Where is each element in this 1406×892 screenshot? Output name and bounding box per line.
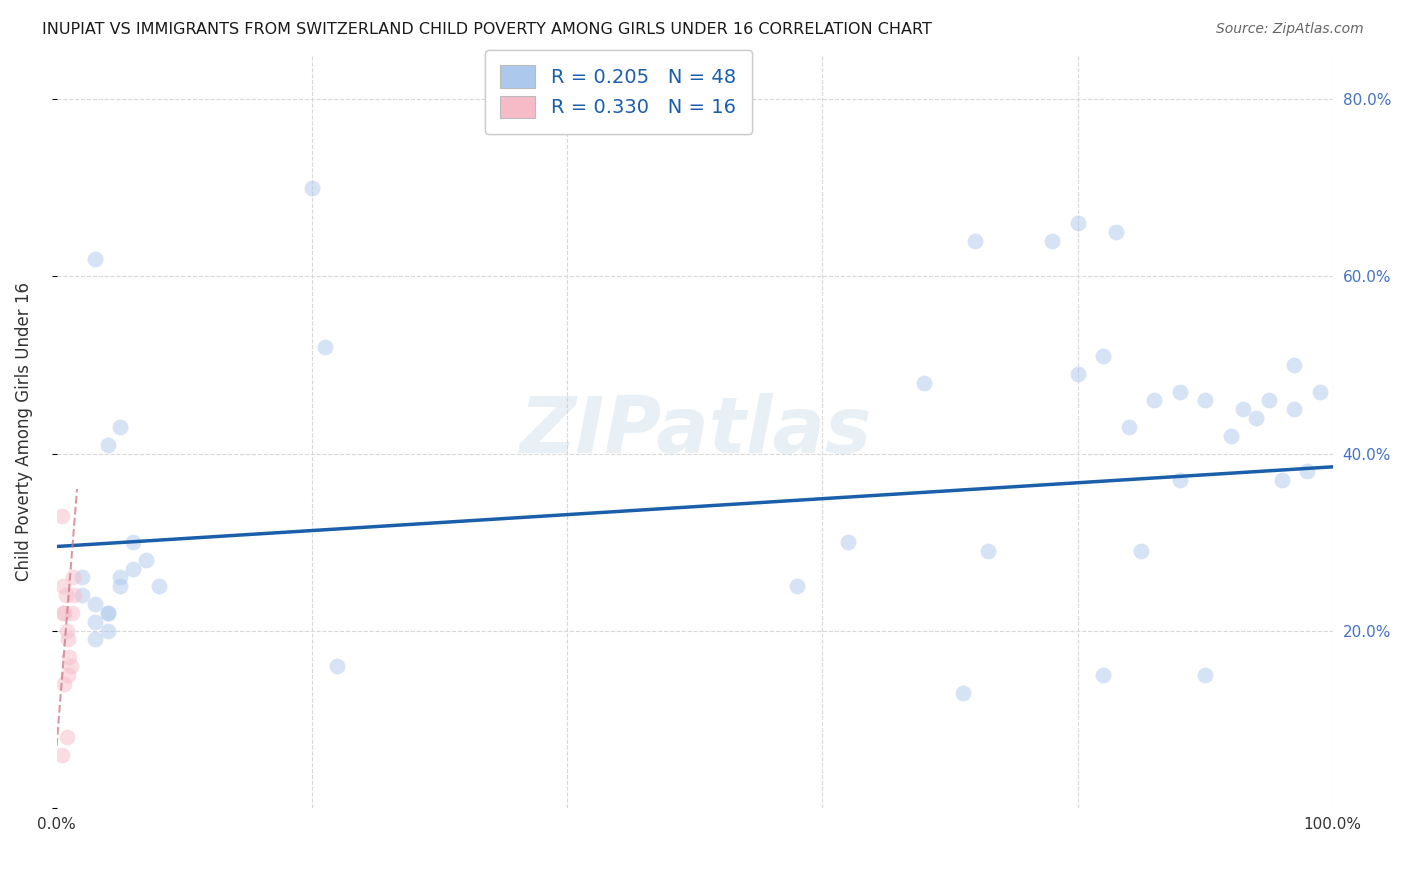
Point — [1194, 668, 1216, 682]
Point — [110, 570, 132, 584]
Point — [60, 606, 83, 620]
Point — [1258, 393, 1281, 408]
Point — [1092, 349, 1115, 363]
Point — [314, 340, 336, 354]
Point — [1284, 358, 1306, 372]
Point — [56, 730, 79, 744]
Point — [1244, 411, 1267, 425]
Point — [1284, 402, 1306, 417]
Point — [1271, 473, 1294, 487]
Point — [301, 181, 323, 195]
Point — [837, 535, 859, 549]
Text: ZIPatlas: ZIPatlas — [519, 393, 870, 469]
Point — [97, 624, 120, 638]
Point — [97, 606, 120, 620]
Point — [912, 376, 935, 390]
Point — [326, 659, 349, 673]
Point — [1296, 464, 1319, 478]
Point — [1219, 429, 1241, 443]
Point — [1143, 393, 1166, 408]
Point — [952, 685, 974, 699]
Point — [56, 624, 79, 638]
Point — [83, 615, 105, 629]
Point — [51, 508, 73, 523]
Point — [53, 677, 76, 691]
Point — [63, 588, 86, 602]
Point — [53, 606, 76, 620]
Point — [97, 606, 120, 620]
Point — [1040, 234, 1063, 248]
Point — [1066, 367, 1088, 381]
Point — [977, 544, 1000, 558]
Point — [110, 420, 132, 434]
Point — [1168, 473, 1191, 487]
Point — [1194, 393, 1216, 408]
Point — [83, 252, 105, 266]
Point — [58, 650, 80, 665]
Point — [1066, 216, 1088, 230]
Point — [1232, 402, 1254, 417]
Point — [1105, 225, 1128, 239]
Point — [122, 535, 145, 549]
Point — [83, 632, 105, 647]
Point — [1118, 420, 1140, 434]
Point — [1092, 668, 1115, 682]
Point — [148, 579, 170, 593]
Y-axis label: Child Poverty Among Girls Under 16: Child Poverty Among Girls Under 16 — [15, 282, 32, 581]
Point — [1130, 544, 1153, 558]
Point — [56, 668, 79, 682]
Point — [135, 553, 157, 567]
Text: Source: ZipAtlas.com: Source: ZipAtlas.com — [1216, 22, 1364, 37]
Point — [51, 747, 73, 762]
Point — [52, 606, 75, 620]
Point — [786, 579, 808, 593]
Point — [56, 632, 79, 647]
Point — [70, 588, 93, 602]
Text: INUPIAT VS IMMIGRANTS FROM SWITZERLAND CHILD POVERTY AMONG GIRLS UNDER 16 CORREL: INUPIAT VS IMMIGRANTS FROM SWITZERLAND C… — [42, 22, 932, 37]
Point — [122, 561, 145, 575]
Point — [83, 597, 105, 611]
Point — [62, 570, 84, 584]
Point — [70, 570, 93, 584]
Point — [52, 579, 75, 593]
Point — [55, 588, 77, 602]
Point — [59, 659, 82, 673]
Point — [110, 579, 132, 593]
Point — [97, 438, 120, 452]
Point — [965, 234, 987, 248]
Point — [1309, 384, 1331, 399]
Legend: R = 0.205   N = 48, R = 0.330   N = 16: R = 0.205 N = 48, R = 0.330 N = 16 — [485, 50, 752, 134]
Point — [1168, 384, 1191, 399]
